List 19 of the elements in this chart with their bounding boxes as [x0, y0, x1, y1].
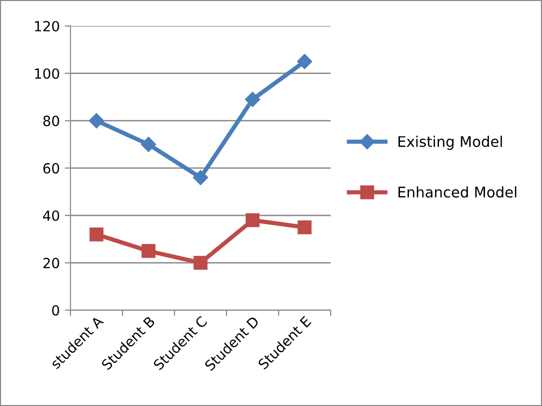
point [298, 220, 312, 234]
point [245, 92, 260, 107]
point [140, 136, 156, 152]
y-tick-label: 20 [43, 258, 60, 268]
y-tick-label: 40 [43, 210, 60, 221]
y-tick-label: 80 [43, 116, 60, 126]
y-tick-label: 0 [52, 305, 60, 316]
point [142, 244, 156, 258]
y-tick-label: 60 [43, 163, 60, 174]
legend-label: Enhanced Model [398, 186, 516, 198]
y-tick-label: 100 [35, 68, 60, 79]
point [246, 213, 260, 228]
point [90, 227, 104, 242]
point [297, 54, 312, 70]
point [88, 113, 104, 128]
point [194, 256, 208, 270]
y-tick-label: 120 [35, 20, 60, 32]
legend-label: Existing Model [398, 136, 502, 150]
point [192, 170, 208, 186]
